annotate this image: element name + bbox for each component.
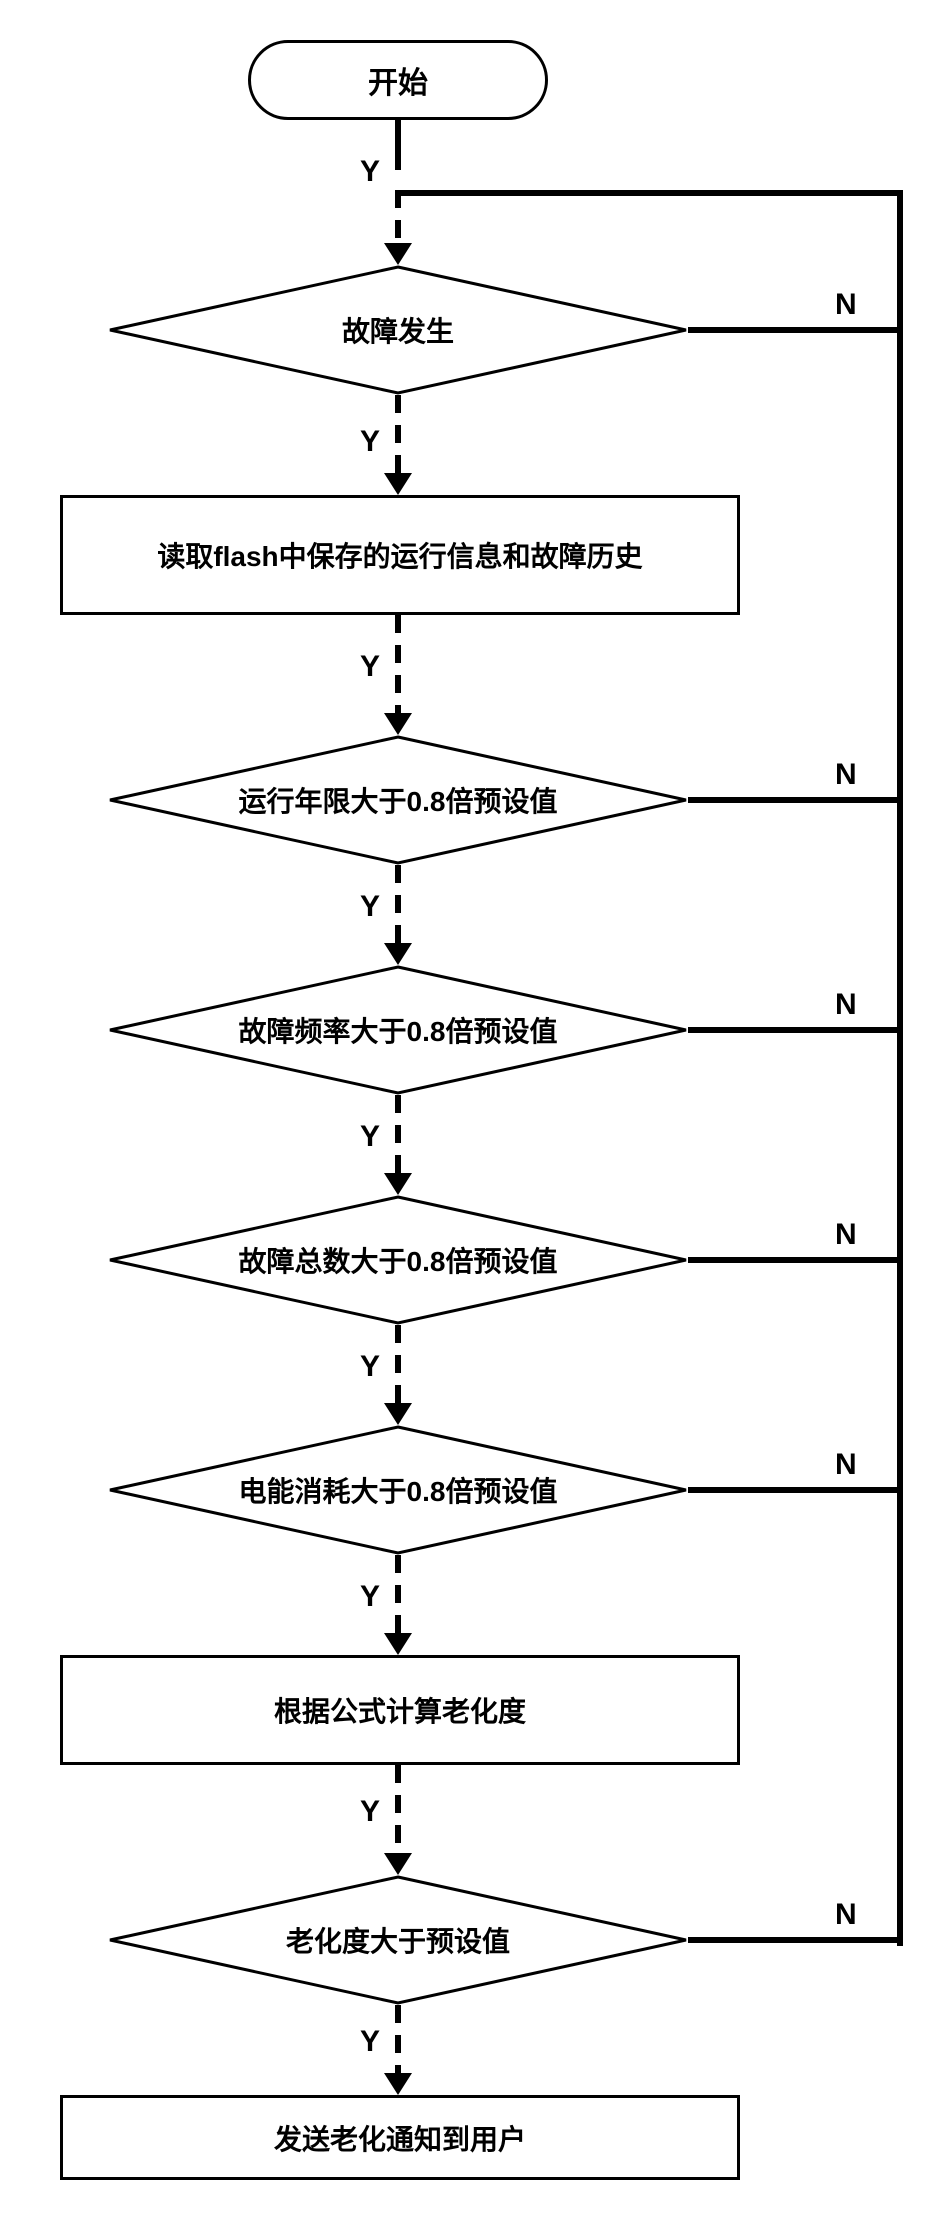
p1-label: 读取flash中保存的运行信息和故障历史: [157, 535, 642, 575]
d5-label: 电能消耗大于0.8倍预设值: [239, 1470, 558, 1510]
d3-no-line: [688, 1027, 903, 1033]
decision-power-consumption: 电能消耗大于0.8倍预设值: [108, 1425, 688, 1555]
n-label-5: N: [835, 1448, 857, 1482]
d5-no-line: [688, 1487, 903, 1493]
edge-d2-d3: [395, 865, 401, 947]
edge-d3-d4: [395, 1095, 401, 1177]
decision-aging-threshold: 老化度大于预设值: [108, 1875, 688, 2005]
n-label-1: N: [835, 288, 857, 322]
arrow-d5-p2: [384, 1633, 412, 1655]
start-label: 开始: [368, 58, 428, 102]
n-label-4: N: [835, 1218, 857, 1252]
d4-label: 故障总数大于0.8倍预设值: [239, 1240, 558, 1280]
n-label-6: N: [835, 1898, 857, 1932]
y-label-2: Y: [360, 650, 380, 684]
y-label-1: Y: [360, 425, 380, 459]
arrow-d6-p3: [384, 2073, 412, 2095]
decision-fault-total: 故障总数大于0.8倍预设值: [108, 1195, 688, 1325]
y-label-8: Y: [360, 2025, 380, 2059]
process-read-flash: 读取flash中保存的运行信息和故障历史: [60, 495, 740, 615]
feedback-vline: [897, 190, 903, 1946]
arrow-p1-d2: [384, 713, 412, 735]
decision-runtime-years: 运行年限大于0.8倍预设值: [108, 735, 688, 865]
d2-no-line: [688, 797, 903, 803]
arrow-d2-d3: [384, 943, 412, 965]
arrow-p2-d6: [384, 1853, 412, 1875]
start-node: 开始: [248, 40, 548, 120]
arrow-d1-p1: [384, 473, 412, 495]
y-label-0: Y: [360, 155, 380, 189]
arrow-d3-d4: [384, 1173, 412, 1195]
d3-label: 故障频率大于0.8倍预设值: [239, 1010, 558, 1050]
n-label-2: N: [835, 758, 857, 792]
d4-no-line: [688, 1257, 903, 1263]
arrow-d4-d5: [384, 1403, 412, 1425]
decision-fault-occurs: 故障发生: [108, 265, 688, 395]
edge-d1-p1: [395, 395, 401, 477]
d2-label: 运行年限大于0.8倍预设值: [239, 780, 558, 820]
decision-fault-frequency: 故障频率大于0.8倍预设值: [108, 965, 688, 1095]
p3-label: 发送老化通知到用户: [274, 2118, 526, 2158]
flowchart-container: Y 开始 故障发生 N Y 读取flash中保存的运行信息和故障历史 Y 运行年…: [30, 40, 910, 2180]
edge-d6-p3: [395, 2005, 401, 2077]
y-label-7: Y: [360, 1795, 380, 1829]
edge-p2-d6: [395, 1765, 401, 1857]
d1-label: 故障发生: [342, 310, 454, 350]
arrow-into-d1: [384, 243, 412, 265]
edge-p1-d2: [395, 615, 401, 715]
n-label-3: N: [835, 988, 857, 1022]
y-label-5: Y: [360, 1350, 380, 1384]
edge-into-d1: [395, 190, 401, 248]
edge-start-d1-stub: [395, 120, 401, 170]
y-label-6: Y: [360, 1580, 380, 1614]
edge-d5-p2: [395, 1555, 401, 1637]
feedback-top-line: [398, 190, 903, 196]
edge-d4-d5: [395, 1325, 401, 1407]
d6-label: 老化度大于预设值: [286, 1920, 510, 1960]
d6-no-line: [688, 1937, 903, 1943]
process-calc-aging: 根据公式计算老化度: [60, 1655, 740, 1765]
process-send-notice: 发送老化通知到用户: [60, 2095, 740, 2180]
d1-no-line: [688, 327, 903, 333]
y-label-3: Y: [360, 890, 380, 924]
y-label-4: Y: [360, 1120, 380, 1154]
p2-label: 根据公式计算老化度: [274, 1690, 526, 1730]
